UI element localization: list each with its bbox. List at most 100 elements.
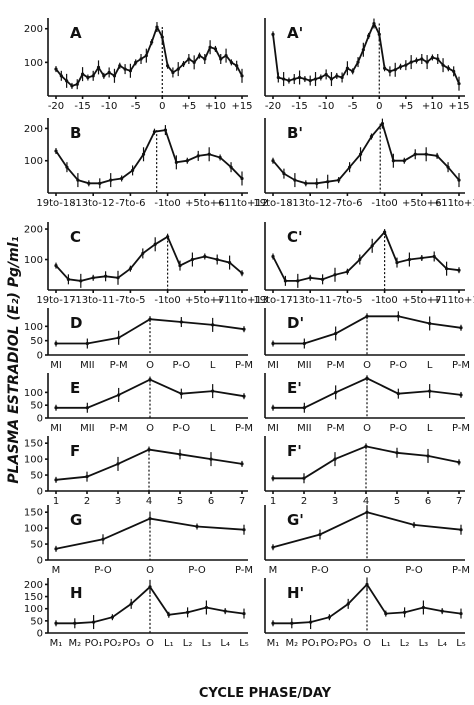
data-point bbox=[319, 75, 323, 80]
data-point bbox=[128, 267, 132, 271]
y-tick-label: 100 bbox=[24, 58, 43, 69]
data-point bbox=[424, 152, 428, 156]
data-point bbox=[240, 271, 244, 275]
x-tick-label: PO₃ bbox=[122, 638, 140, 649]
data-point bbox=[85, 475, 89, 479]
data-point bbox=[54, 406, 58, 410]
data-point bbox=[218, 155, 222, 160]
data-point bbox=[107, 70, 111, 75]
x-tick-label: PO₂ bbox=[320, 638, 338, 649]
data-point bbox=[224, 54, 228, 58]
panel-C: 100 200 19to-17-13to-11 -7to-5 -1to0 +5to+7+1… bbox=[24, 222, 268, 306]
data-point bbox=[345, 270, 349, 274]
data-point bbox=[459, 611, 463, 616]
x-tick-label: M₂ bbox=[285, 638, 298, 649]
data-point bbox=[144, 54, 148, 58]
data-point bbox=[70, 84, 74, 88]
data-point bbox=[134, 60, 138, 64]
data-point bbox=[130, 168, 135, 173]
data-point bbox=[242, 394, 246, 398]
x-tick-label: O bbox=[146, 638, 154, 649]
y-tick-label: 200 bbox=[24, 580, 43, 591]
data-point bbox=[163, 128, 168, 132]
y-tick-label: 50 bbox=[30, 336, 43, 347]
data-point bbox=[271, 32, 275, 36]
data-point bbox=[297, 75, 302, 80]
data-point bbox=[120, 176, 124, 181]
data-point bbox=[54, 621, 58, 625]
x-tick-label: 6 bbox=[425, 496, 431, 507]
data-point bbox=[160, 35, 164, 39]
data-point bbox=[412, 523, 416, 527]
x-tick-label: P-M bbox=[452, 360, 470, 371]
x-tick-label: P-M bbox=[327, 360, 345, 371]
x-tick-label: +11to+12 bbox=[216, 198, 268, 209]
data-point bbox=[54, 547, 58, 551]
data-point bbox=[128, 69, 132, 73]
panel-label: C' bbox=[287, 228, 303, 246]
data-point bbox=[413, 152, 417, 156]
data-point bbox=[445, 267, 449, 271]
x-tick-label: -7to-5 bbox=[332, 295, 362, 306]
panel-A: 100 200 -20 -15 -10 -5 0 +5 +10 +15 A bbox=[24, 18, 253, 112]
x-tick-label: L bbox=[210, 423, 216, 434]
y-tick-label: 50 bbox=[30, 540, 43, 551]
data-point bbox=[271, 406, 275, 410]
data-point bbox=[370, 244, 374, 248]
x-tick-label: P-M bbox=[452, 423, 470, 434]
y-tick-label: 200 bbox=[24, 225, 43, 236]
x-tick-label: PO₁ bbox=[85, 638, 103, 649]
data-point bbox=[380, 122, 385, 126]
data-point bbox=[242, 528, 246, 532]
y-tick-label: 100 bbox=[24, 255, 43, 266]
x-tick-label: M bbox=[269, 565, 278, 576]
data-point bbox=[235, 64, 239, 68]
series-line bbox=[272, 121, 460, 185]
x-tick-label: O bbox=[146, 565, 154, 576]
x-tick-label: MI bbox=[50, 360, 62, 371]
x-tick-label: L bbox=[210, 360, 216, 371]
x-tick-label: O bbox=[146, 360, 154, 371]
data-point bbox=[102, 74, 106, 78]
data-point bbox=[153, 242, 157, 246]
data-point bbox=[155, 25, 159, 29]
x-tick-label: P-M bbox=[235, 565, 253, 576]
data-point bbox=[383, 230, 387, 234]
data-point bbox=[432, 254, 436, 259]
x-tick-label: 19to-18 bbox=[253, 198, 292, 209]
data-point bbox=[215, 257, 219, 262]
x-tick-label: +5 bbox=[398, 101, 413, 112]
data-point bbox=[327, 615, 331, 619]
data-point bbox=[395, 451, 399, 455]
x-tick-label: O bbox=[363, 423, 371, 434]
x-tick-label: P-O bbox=[390, 423, 408, 434]
data-point bbox=[54, 149, 58, 153]
data-point bbox=[139, 57, 143, 61]
data-point bbox=[242, 611, 246, 616]
data-point bbox=[346, 602, 350, 606]
x-tick-label: L bbox=[427, 423, 433, 434]
data-point bbox=[87, 181, 91, 185]
data-point bbox=[364, 444, 368, 448]
x-tick-label: PO₃ bbox=[339, 638, 357, 649]
data-point bbox=[459, 326, 463, 330]
data-point bbox=[207, 152, 211, 156]
data-point bbox=[404, 63, 408, 67]
x-tick-label: L₅ bbox=[239, 638, 249, 649]
x-tick-label: L₃ bbox=[202, 638, 212, 649]
data-point bbox=[403, 610, 407, 614]
data-point bbox=[148, 585, 152, 589]
series-line bbox=[55, 235, 243, 282]
data-point bbox=[219, 57, 223, 61]
data-point bbox=[96, 65, 101, 70]
x-tick-label: MI bbox=[267, 360, 279, 371]
panel-G: 0 50 100 150 M P-O O P-O P-M G bbox=[24, 505, 253, 576]
x-tick-label: +5 bbox=[181, 101, 196, 112]
data-point bbox=[446, 66, 450, 70]
x-tick-label: +11to+13 bbox=[216, 295, 268, 306]
panel-label: D' bbox=[287, 314, 304, 332]
data-point bbox=[167, 613, 171, 617]
y-tick-label: 0 bbox=[37, 629, 43, 640]
data-point bbox=[313, 77, 318, 81]
data-point bbox=[271, 545, 275, 549]
